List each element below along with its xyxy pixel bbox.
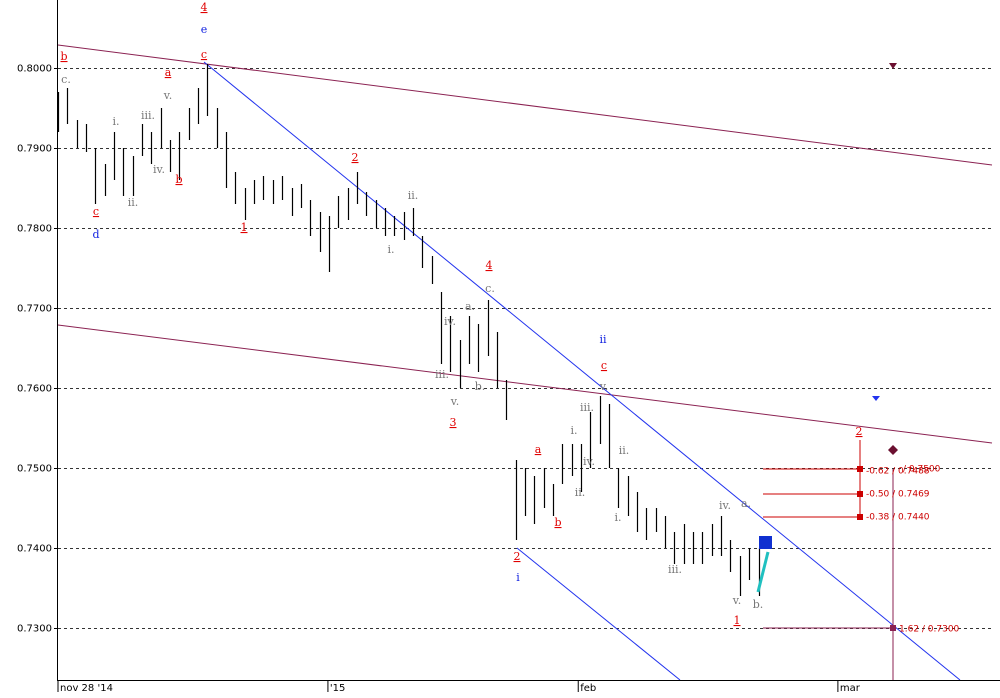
wave-label: 1	[241, 221, 248, 234]
wave-label: 2	[514, 550, 521, 563]
wave-label: iv.	[719, 499, 731, 512]
wave-label: 4	[201, 1, 208, 14]
wave-label: i.	[387, 243, 394, 256]
wave-label: 4	[486, 259, 493, 272]
wave-label: 2	[352, 151, 359, 164]
wave-label: v.	[163, 89, 172, 102]
wave-label: iii.	[141, 109, 155, 122]
wave-label: c.	[61, 73, 71, 86]
wave-label: ii	[599, 333, 607, 346]
wave-label: ii.	[408, 189, 419, 202]
current-bar	[756, 551, 770, 593]
wave-label: iv.	[153, 163, 165, 176]
y-tick-label: 0.7900	[17, 144, 52, 155]
wave-label: b	[175, 173, 182, 186]
marker	[888, 445, 898, 455]
y-tick-label: 0.7800	[17, 224, 52, 235]
wave-label: a.	[741, 497, 751, 510]
wave-label: d	[92, 228, 99, 241]
wave-label: iii.	[668, 563, 682, 576]
wave-label: ii.	[619, 444, 630, 457]
fib-label: -0.62 / 0.7488	[866, 467, 930, 477]
price-bars	[57, 64, 761, 596]
fib-label: / 0.7500	[903, 465, 941, 475]
x-tick-label: mar	[840, 683, 861, 694]
wave-label: iii.	[435, 368, 449, 381]
x-tick-label: feb	[580, 683, 596, 694]
y-tick-label: 0.8000	[17, 64, 52, 75]
y-tick-label: 0.7500	[17, 464, 52, 475]
wave-label: iv.	[583, 455, 595, 468]
fib-marker	[890, 625, 896, 631]
marker	[872, 396, 880, 401]
wave-label: v.	[450, 395, 459, 408]
wave-label: b	[554, 516, 561, 529]
wave-label: a	[165, 66, 172, 79]
y-tick-label: 0.7600	[17, 384, 52, 395]
wave-label: e	[201, 23, 208, 36]
wave-label: c.	[485, 282, 495, 295]
wave-label: 1	[734, 614, 741, 627]
current-marker	[759, 536, 772, 549]
wave-label: c	[93, 205, 99, 218]
fib-marker	[857, 514, 863, 520]
trend-line	[203, 61, 961, 681]
wave-label: 2	[856, 425, 863, 438]
wave-label: i.	[570, 424, 577, 437]
trend-line	[516, 547, 681, 681]
wave-label: b.	[475, 380, 486, 393]
wave-label: i.	[112, 115, 119, 128]
wave-label: c	[201, 48, 207, 61]
fib-label: 1.62 / 0.7300	[899, 625, 960, 635]
x-tick-label: '15	[330, 683, 345, 694]
marker	[889, 63, 897, 69]
wave-label: iv.	[444, 315, 456, 328]
wave-label: ii.	[128, 196, 139, 209]
fib-marker	[857, 466, 863, 472]
y-tick-label: 0.7300	[17, 624, 52, 635]
wave-label: 3	[450, 416, 457, 429]
wave-label: a.	[465, 300, 475, 313]
fib-label: -0.50 / 0.7469	[866, 490, 930, 500]
wave-label: iii.	[580, 401, 594, 414]
wave-label: b	[60, 50, 67, 63]
y-tick-label: 0.7700	[17, 304, 52, 315]
wave-label: i	[516, 571, 520, 584]
wave-label: a	[535, 443, 542, 456]
wave-label: b.	[753, 598, 764, 611]
wave-label: i.	[614, 511, 621, 524]
wave-label: ii.	[575, 486, 586, 499]
wave-label: c	[601, 359, 607, 372]
channel-line	[57, 44, 993, 166]
wave-label: v.	[732, 594, 741, 607]
x-tick-label: nov 28 '14	[60, 683, 113, 694]
grid	[54, 68, 992, 629]
fib-marker	[857, 491, 863, 497]
y-tick-label: 0.7400	[17, 544, 52, 555]
wave-label: v.	[599, 380, 608, 393]
fib-label: -0.38 / 0.7440	[866, 513, 930, 523]
channel-line	[57, 324, 993, 444]
